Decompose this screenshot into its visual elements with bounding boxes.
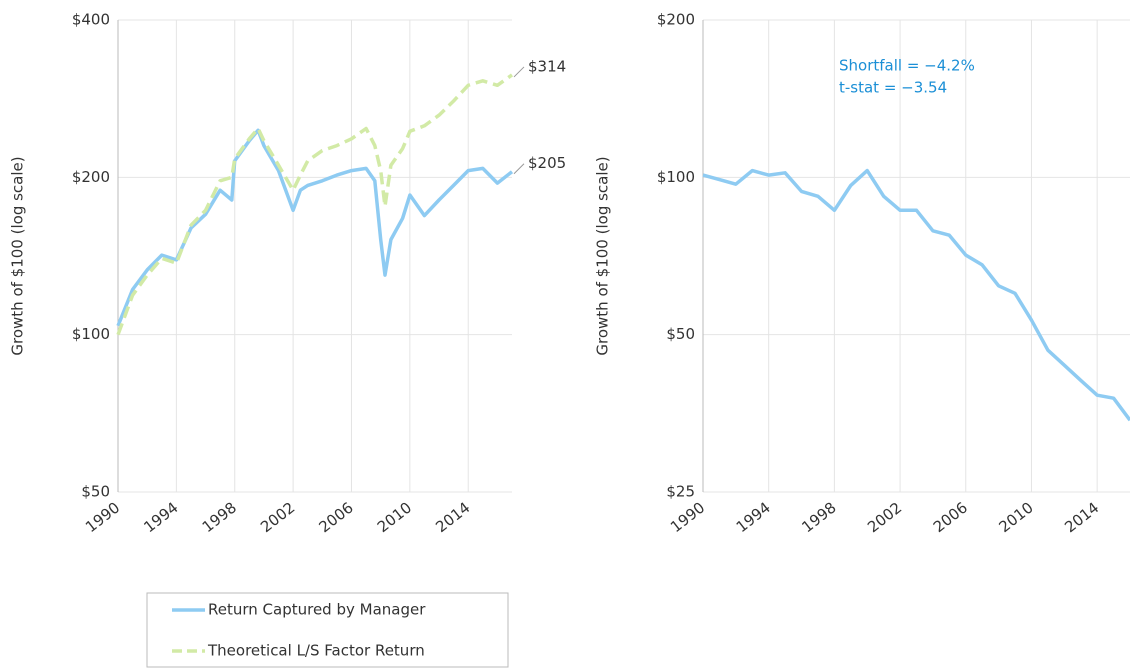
x-tick-label: 1994 <box>140 499 181 537</box>
y-tick-label: $25 <box>666 483 695 501</box>
x-tick-label: 1994 <box>733 499 774 537</box>
x-tick-label: 2006 <box>930 499 971 537</box>
y-tick-label: $100 <box>657 168 695 186</box>
legend-label: Return Captured by Manager <box>208 601 426 619</box>
end-label: $205 <box>528 154 566 172</box>
y-axis-label: Growth of $100 (log scale) <box>9 156 27 355</box>
leader-line <box>513 163 525 175</box>
end-label: $314 <box>528 57 566 75</box>
x-tick-label: 2010 <box>374 499 415 537</box>
x-tick-label: 1990 <box>667 499 708 537</box>
data-line <box>702 168 1130 422</box>
x-tick-label: 1990 <box>82 499 123 537</box>
x-tick-label: 2014 <box>432 499 473 537</box>
y-tick-label: $400 <box>72 11 110 29</box>
y-tick-label: $200 <box>72 168 110 186</box>
x-tick-label: 2002 <box>864 499 905 537</box>
leader-line <box>513 66 525 78</box>
x-tick-label: 2002 <box>257 499 298 537</box>
x-tick-label: 2010 <box>996 499 1037 537</box>
data-line <box>116 128 514 327</box>
y-tick-label: $100 <box>72 325 110 343</box>
x-tick-label: 2014 <box>1061 499 1102 537</box>
annotation: Shortfall = −4.2% <box>839 57 975 75</box>
x-tick-label: 2006 <box>316 499 357 537</box>
legend-box <box>146 592 509 668</box>
y-axis-label: Growth of $100 (log scale) <box>594 156 612 355</box>
data-line <box>116 73 514 336</box>
y-tick-label: $50 <box>81 483 110 501</box>
annotation: t-stat = −3.54 <box>839 79 947 97</box>
x-tick-label: 1998 <box>199 499 240 537</box>
y-tick-label: $50 <box>666 325 695 343</box>
y-tick-label: $200 <box>657 11 695 29</box>
x-tick-label: 1998 <box>798 499 839 537</box>
legend-label: Theoretical L/S Factor Return <box>207 642 425 660</box>
